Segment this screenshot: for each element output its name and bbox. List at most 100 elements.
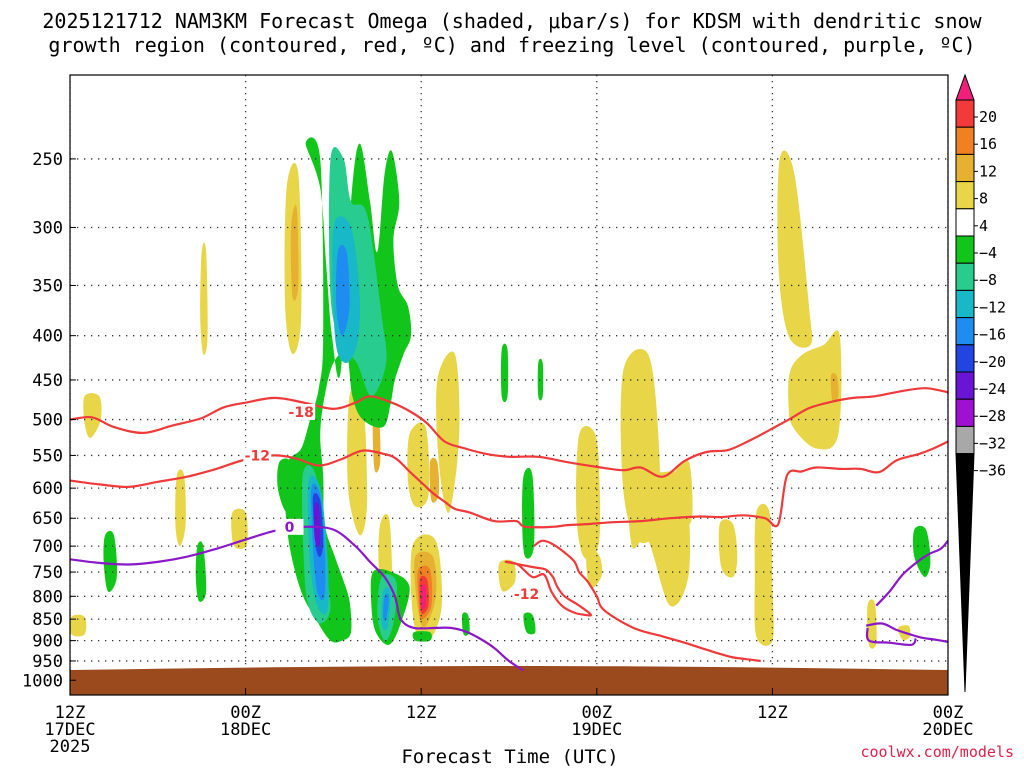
colorbar-label-3: 8: [979, 190, 988, 208]
x-tick-0-line2: 17DEC: [44, 720, 95, 740]
omega-region-14: [585, 544, 603, 589]
y-tick-850: 850: [32, 610, 63, 630]
omega-region-11: [442, 366, 454, 415]
omega-region-40: [500, 343, 509, 403]
omega-region-53: [383, 593, 390, 621]
omega-region-13: [576, 426, 601, 560]
colorbar-label-10: −24: [979, 380, 1006, 398]
axes: 2503003504004505005506006507007508008509…: [22, 150, 974, 757]
colorbar-label-6: −8: [979, 271, 997, 289]
colorbar-band-10: [955, 344, 975, 373]
x-tick-36-line2: 19DEC: [571, 720, 622, 740]
y-tick-450: 450: [32, 371, 63, 391]
omega-region-20: [754, 503, 774, 646]
colorbar-band-13: [955, 425, 975, 455]
omega-region-12: [498, 559, 516, 592]
dgz-contour-2: [533, 539, 761, 663]
ground-area: [70, 666, 948, 695]
omega-region-2: [175, 469, 186, 547]
y-tick-400: 400: [32, 327, 63, 347]
colorbar-label-8: −16: [979, 326, 1006, 344]
colorbar-band-3: [955, 153, 975, 183]
omega-region-55: [313, 502, 321, 547]
x-tick-24-line1: 12Z: [406, 703, 437, 723]
colorbar-band-12: [955, 398, 975, 427]
colorbar-band-1: [955, 99, 975, 128]
colorbar-band-2: [955, 126, 975, 155]
omega-region-34: [195, 541, 207, 602]
colorbar-band-5: [955, 208, 975, 237]
omega-region-19: [718, 519, 738, 578]
x-tick-60-line1: 00Z: [933, 703, 964, 723]
freezing-contour-label-bg-0: [275, 518, 304, 535]
omega-region-42: [523, 612, 536, 635]
omega-region-36: [277, 458, 295, 513]
y-tick-950: 950: [32, 652, 63, 672]
colorbar-label-0: 20: [979, 108, 997, 126]
colorbar-label-2: 12: [979, 162, 997, 180]
y-tick-300: 300: [32, 218, 63, 238]
omega-region-4: [231, 508, 248, 549]
omega-region-0: [83, 393, 102, 438]
colorbar-band-9: [955, 317, 975, 346]
y-tick-800: 800: [32, 587, 63, 607]
y-tick-700: 700: [32, 537, 63, 557]
freezing-contour-1: [865, 622, 948, 643]
plot-inner: -18 -12 -12 0: [70, 75, 948, 695]
dgz-contour-label-bg-0: [287, 403, 316, 420]
y-tick-750: 750: [32, 563, 63, 583]
omega-region-10: [436, 351, 460, 513]
omega-region-32: [420, 584, 427, 610]
y-tick-650: 650: [32, 509, 63, 529]
dgz-contour-label-bg-1: [243, 447, 272, 464]
dgz-contour-1: [70, 440, 948, 529]
dgz-contour-label-0: -18: [289, 405, 314, 421]
y-tick-350: 350: [32, 276, 63, 296]
colorbar-band-11: [955, 371, 975, 400]
chart-title-line-1: 2025121712 NAM3KM Forecast Omega (shaded…: [42, 9, 982, 33]
colorbar-label-13: −36: [979, 462, 1006, 480]
dgz-contour-0: [70, 387, 948, 478]
omega-region-21: [777, 150, 813, 348]
dgz-contour-label-bg-2: [512, 585, 541, 602]
omega-region-3: [200, 242, 208, 355]
x-tick-48-line1: 12Z: [757, 703, 788, 723]
dgz-contour-3: [504, 560, 593, 617]
omega-region-17: [628, 468, 691, 607]
y-tick-250: 250: [32, 150, 63, 170]
freezing-contour-label-0: 0: [285, 520, 295, 536]
omega-region-18: [673, 459, 693, 529]
colorbar-label-1: 16: [979, 135, 997, 153]
omega-region-38: [412, 631, 432, 642]
omega-region-33: [103, 530, 118, 593]
omega-region-25: [290, 205, 299, 301]
colorbar-label-4: 4: [979, 217, 988, 235]
y-tick-900: 900: [32, 632, 63, 652]
x-tick-60-line2: 20DEC: [922, 720, 973, 740]
x-tick-12-line2: 18DEC: [220, 720, 271, 740]
y-tick-550: 550: [32, 446, 63, 466]
freezing-contour-2: [865, 627, 917, 647]
omega-region-41: [522, 467, 535, 559]
omega-region-1: [70, 614, 87, 637]
freezing-contour-0: [70, 525, 525, 672]
x-tick-36-line1: 00Z: [581, 703, 612, 723]
y-tick-1000: 1000: [22, 671, 63, 691]
omega-region-51: [335, 244, 350, 336]
colorbar-arrow-top: [955, 73, 975, 101]
dgz-contour-label-1: -12: [245, 448, 270, 464]
colorbar-arrow-bottom: [955, 453, 975, 693]
y-tick-600: 600: [32, 479, 63, 499]
colorbar-label-12: −32: [979, 434, 1006, 452]
x-tick-0-line3: 2025: [50, 737, 91, 757]
x-tick-12-line1: 00Z: [230, 703, 261, 723]
plot-border: [69, 74, 949, 696]
dgz-contour-label-2: -12: [514, 587, 539, 603]
colorbar-band-8: [955, 289, 975, 319]
colorbar-label-5: −4: [979, 244, 997, 262]
omega-region-44: [912, 525, 931, 578]
omega-region-28: [830, 372, 839, 402]
omega-region-8: [407, 422, 430, 508]
colorbar-label-7: −12: [979, 298, 1006, 316]
plot-area: -18 -12 -12 0: [69, 74, 949, 696]
